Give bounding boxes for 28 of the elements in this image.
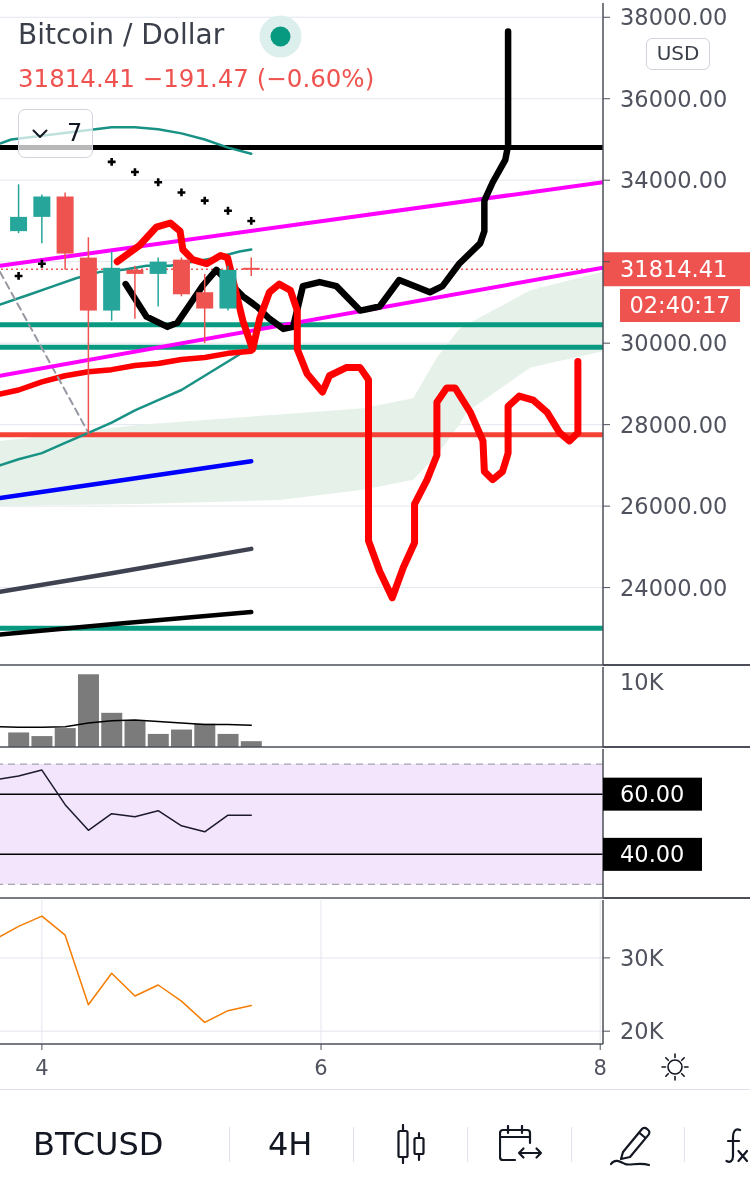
x-tick-label: 6 [314, 1055, 328, 1080]
countdown-badge: 02:40:17 [620, 289, 740, 322]
x-tick-label: 8 [593, 1055, 607, 1080]
y-tick-label: 24000.00 [620, 574, 728, 601]
y-tick-label: 40.00 [620, 841, 685, 868]
text: 10K [620, 669, 664, 695]
text: 31814.41 −191.47 (−0.60%) [18, 64, 375, 94]
y-tick-label: 20K [620, 1018, 665, 1045]
x-tick-label: 4 [35, 1055, 49, 1080]
axis-badge: 40.00 [603, 837, 702, 871]
y-tick-label: 60.00 [620, 781, 685, 808]
y-tick-label: 36000.00 [620, 85, 728, 112]
y-tick-label: 26000.00 [620, 493, 728, 520]
y-axis-title: USD [656, 41, 700, 65]
y-tick-label: 30K [620, 944, 665, 971]
text: Bitcoin / Dollar [18, 18, 225, 52]
y-tick-label: 28000.00 [620, 411, 728, 438]
annotation: 7 [67, 118, 83, 148]
text: BTCUSD [33, 1125, 164, 1163]
y-tick-label: 30000.00 [620, 330, 728, 357]
y-tick-label: 38000.00 [620, 4, 728, 31]
text: 4H [268, 1125, 313, 1163]
ref-line-label: 31814.41 [620, 256, 728, 283]
price-badge: 31814.41 [603, 252, 750, 287]
axis-badge: 60.00 [603, 777, 702, 811]
y-tick-label: 34000.00 [620, 167, 728, 194]
unit-badge: USD [646, 38, 710, 70]
dropdown-button: 7 [18, 109, 93, 158]
